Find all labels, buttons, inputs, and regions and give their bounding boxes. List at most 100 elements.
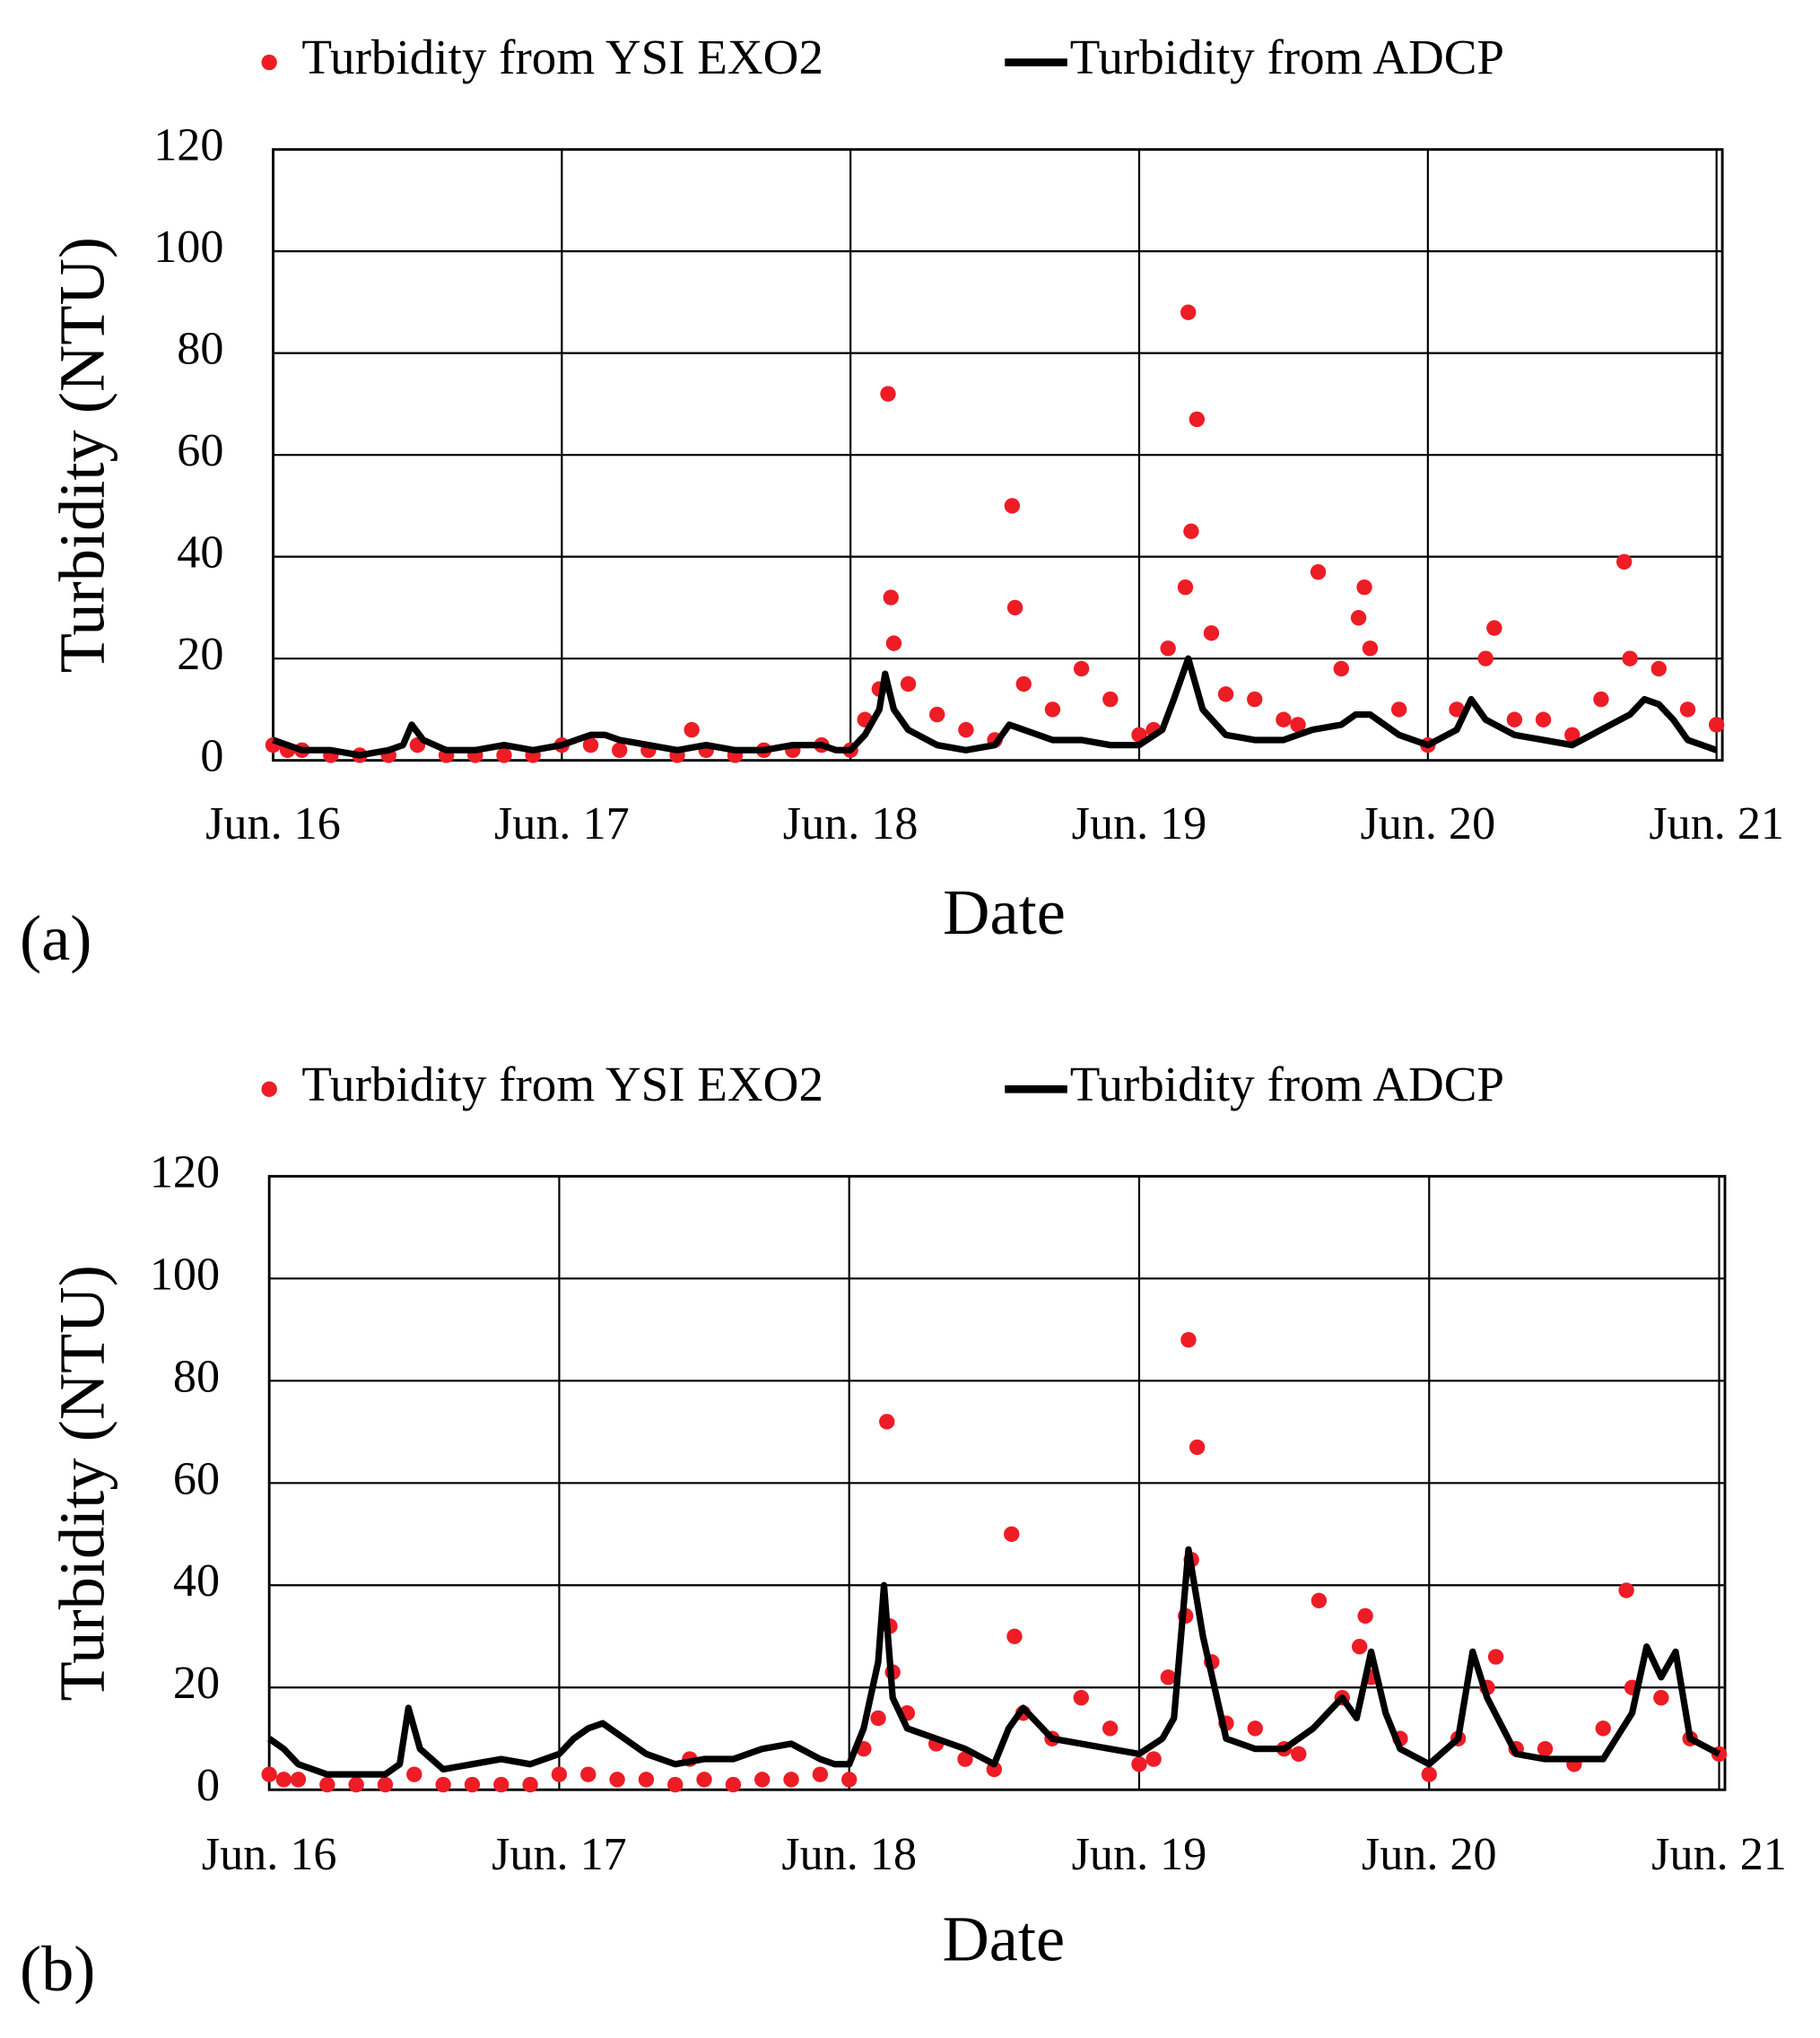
y-tick-label: 0 (196, 1760, 220, 1811)
legend-label: Turbidity from ADCP (1070, 30, 1504, 84)
ysi-point (1276, 711, 1292, 727)
y-tick-label: 100 (150, 1249, 220, 1300)
ysi-point (1006, 1628, 1023, 1644)
ysi-point (1449, 701, 1465, 718)
legend-label: Turbidity from YSI EXO2 (301, 1057, 823, 1111)
ysi-point (275, 1772, 292, 1788)
ysi-point (1679, 701, 1696, 718)
ysi-point (1310, 563, 1327, 580)
ysi-point (1311, 1592, 1328, 1609)
ysi-point (348, 1776, 364, 1793)
x-axis-title: Date (943, 875, 1066, 948)
ysi-point (929, 706, 945, 723)
ysi-point (754, 1772, 771, 1788)
ysi-point (406, 1766, 422, 1782)
x-tick-label: Jun. 18 (781, 1829, 917, 1880)
y-tick-label: 120 (150, 1146, 220, 1198)
ysi-point (1177, 579, 1194, 596)
ysi-point (1537, 1740, 1554, 1757)
ysi-point (609, 1772, 625, 1788)
ysi-point (1160, 640, 1176, 657)
x-tick-label: Jun. 18 (783, 798, 919, 849)
adcp-line (267, 1546, 1721, 1778)
ysi-point (1102, 691, 1119, 708)
ysi-point (1203, 625, 1220, 641)
ysi-point (464, 1776, 481, 1793)
ysi-point (1073, 660, 1090, 677)
ysi-point (1708, 717, 1725, 733)
ysi-point (880, 386, 896, 402)
y-tick-label: 20 (177, 629, 223, 680)
ysi-point (883, 589, 899, 605)
ysi-point (1653, 1689, 1669, 1706)
ysi-point (582, 736, 599, 753)
ysi-point (1362, 640, 1379, 657)
ysi-point (1356, 579, 1372, 596)
y-tick-label: 20 (173, 1658, 220, 1709)
ysi-point (1004, 1526, 1020, 1542)
ysi-point (900, 675, 917, 692)
ysi-point (1145, 1751, 1162, 1767)
ysi-point (1506, 711, 1523, 727)
legend-label: Turbidity from YSI EXO2 (301, 30, 823, 84)
y-axis-title: Turbidity (NTU) (45, 1265, 118, 1701)
ysi-point (1622, 650, 1638, 666)
ysi-point (1189, 411, 1206, 428)
ysi-point (1015, 675, 1032, 692)
ysi-point (885, 635, 902, 651)
ysi-point (1333, 660, 1349, 677)
ysi-point (435, 1776, 451, 1793)
y-tick-label: 40 (173, 1555, 220, 1607)
ysi-point (1487, 1649, 1504, 1665)
ysi-point (1290, 717, 1306, 733)
ysi-point (957, 1751, 973, 1767)
x-tick-label: Jun. 17 (492, 1829, 627, 1880)
ysi-point (261, 1766, 277, 1782)
x-tick-label: Jun. 17 (494, 798, 630, 849)
panel-label: (a) (20, 901, 91, 974)
y-tick-label: 0 (200, 731, 223, 782)
y-tick-label: 40 (177, 527, 223, 579)
ysi-point (377, 1776, 394, 1793)
ysi-point (783, 1772, 799, 1788)
y-tick-label: 60 (173, 1453, 220, 1504)
ysi-point (696, 1772, 712, 1788)
y-tick-label: 60 (177, 425, 223, 476)
ysi-point (1357, 1607, 1373, 1624)
ysi-point (1183, 523, 1199, 539)
ysi-point (1180, 304, 1197, 320)
ysi-point (496, 747, 512, 763)
x-tick-label: Jun. 20 (1362, 1829, 1497, 1880)
x-tick-label: Jun. 21 (1649, 798, 1784, 849)
ysi-point (580, 1766, 597, 1782)
ysi-point (1595, 1720, 1611, 1737)
ysi-point (1044, 701, 1061, 718)
ysi-point (1006, 599, 1023, 616)
ysi-point (1593, 691, 1609, 708)
ysi-point (841, 1772, 858, 1788)
ysi-point (1486, 620, 1502, 636)
x-tick-label: Jun. 21 (1651, 1829, 1787, 1880)
x-tick-label: Jun. 19 (1072, 1829, 1207, 1880)
ysi-point (1189, 1439, 1206, 1456)
y-tick-label: 120 (153, 120, 223, 171)
ysi-point (551, 1766, 568, 1782)
ysi-point (870, 1710, 886, 1727)
ysi-point (638, 1772, 655, 1788)
y-tick-label: 80 (173, 1351, 220, 1402)
ysi-point (879, 1414, 895, 1430)
ysi-point (1564, 727, 1581, 743)
ysi-point (684, 721, 700, 738)
ysi-point (1650, 660, 1668, 677)
ysi-point (1291, 1746, 1307, 1763)
x-tick-label: Jun. 20 (1360, 798, 1495, 849)
ysi-point (1217, 686, 1234, 702)
ysi-point (612, 742, 628, 758)
legend-marker (261, 1081, 277, 1097)
ysi-point (1131, 1756, 1147, 1772)
y-axis-title: Turbidity (NTU) (45, 237, 118, 673)
ysi-point (1350, 610, 1367, 626)
x-axis-title: Date (942, 1903, 1065, 1975)
ysi-point (1160, 1669, 1177, 1685)
ysi-point (1102, 1720, 1119, 1737)
